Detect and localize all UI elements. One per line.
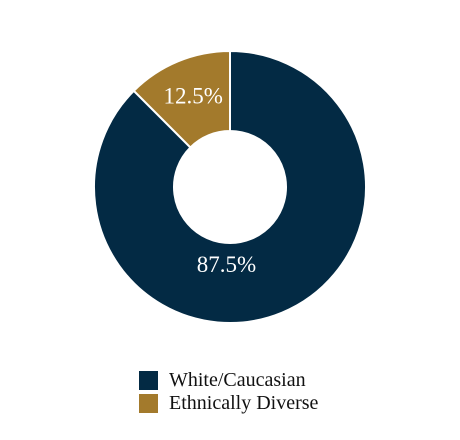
legend-swatch-white-caucasian xyxy=(139,371,158,390)
legend-swatch-ethnically-diverse xyxy=(139,394,158,413)
data-label-white-caucasian: 87.5% xyxy=(197,252,256,277)
legend-item-white-caucasian: White/Caucasian xyxy=(139,369,359,392)
legend-label-ethnically-diverse: Ethnically Diverse xyxy=(169,392,319,414)
slices-group xyxy=(93,49,367,324)
slice-ethnically-diverse xyxy=(132,49,231,149)
legend-item-ethnically-diverse: Ethnically Diverse xyxy=(139,392,359,415)
data-labels-group: 87.5% 12.5% xyxy=(164,84,257,278)
legend: White/Caucasian Ethnically Diverse xyxy=(139,369,359,415)
legend-label-white-caucasian: White/Caucasian xyxy=(169,369,306,391)
data-label-ethnically-diverse: 12.5% xyxy=(164,84,223,109)
